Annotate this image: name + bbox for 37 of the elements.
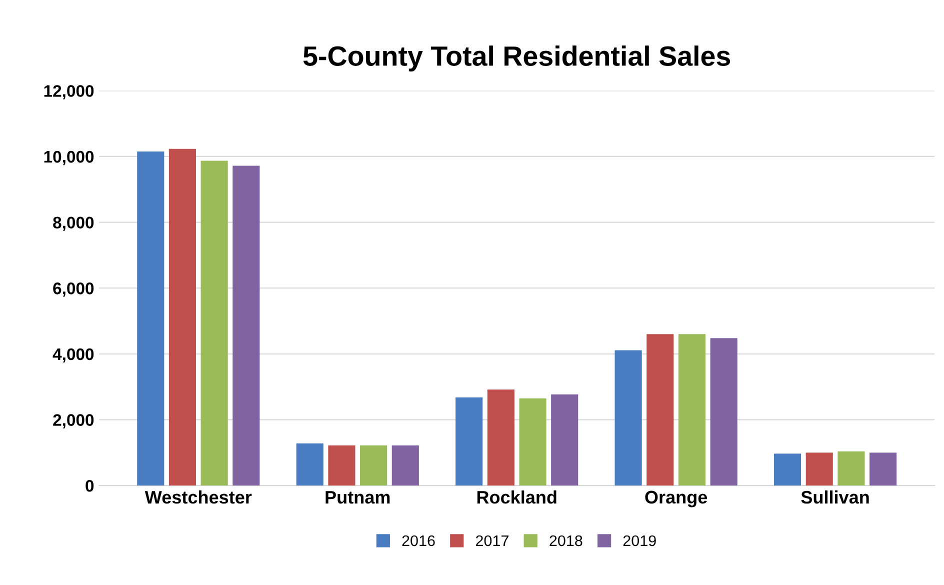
chart-title: 5-County Total Residential Sales: [303, 46, 730, 72]
y-tick-label: 6,000: [53, 282, 94, 297]
bar: [806, 452, 833, 486]
x-tick-label: Orange: [645, 490, 708, 508]
x-tick-label: Sullivan: [801, 490, 869, 504]
bar: [392, 445, 419, 486]
bar: [200, 160, 228, 486]
bar: [774, 454, 802, 486]
bar: [456, 397, 483, 486]
y-tick-label: 12,000: [44, 85, 94, 100]
legend-label: 2018: [550, 535, 582, 546]
bar: [137, 152, 164, 486]
legend-label: 2016: [402, 535, 435, 546]
bar: [168, 148, 196, 486]
y-tick-label: 2,000: [53, 414, 94, 428]
bar: [360, 445, 388, 486]
bar: [870, 452, 897, 486]
bar: [519, 398, 546, 486]
bar: [678, 334, 706, 486]
y-tick-label: 0: [86, 480, 94, 492]
bar: [838, 451, 865, 486]
x-tick-label: Putnam: [326, 491, 390, 504]
y-tick-label: 8,000: [53, 216, 94, 231]
bar: [710, 338, 738, 486]
legend-label: 2017: [476, 535, 508, 546]
y-tick-label: 10,000: [44, 150, 94, 166]
legend-label: 2019: [623, 535, 656, 546]
bar: [646, 334, 674, 486]
bar: [296, 443, 324, 486]
bar: [614, 350, 642, 486]
x-tick-label: Rockland: [477, 490, 556, 504]
bar: [487, 389, 514, 486]
x-tick-label: Westchester: [144, 490, 252, 504]
y-tick-label: 4,000: [52, 348, 94, 363]
bar: [232, 166, 260, 486]
bar: [328, 445, 356, 486]
bar: [551, 394, 578, 486]
